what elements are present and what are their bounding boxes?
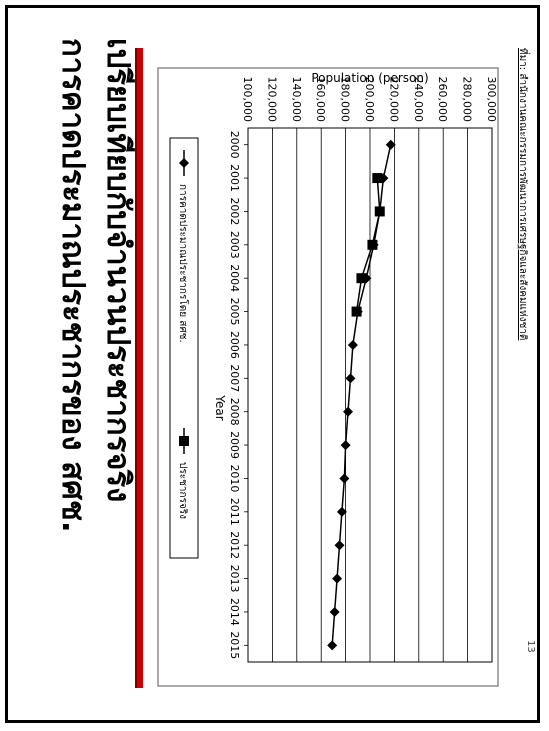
- legend-marker-square: [179, 436, 189, 446]
- y-tick-label: 260,000: [436, 77, 449, 123]
- data-point-square: [351, 306, 362, 317]
- y-tick-label: 220,000: [387, 77, 400, 123]
- x-tick-label: 2013: [228, 565, 241, 593]
- slide-frame: การคาดประมาณประชากรของ สศช. เปรียบเทียบก…: [5, 5, 540, 723]
- source-note: ที่มา: สำนักงานคณะกรรมการพัฒนาการเศรษฐกิ…: [517, 48, 531, 340]
- x-tick-label: 2004: [228, 264, 241, 292]
- data-point-diamond: [336, 506, 347, 517]
- x-tick-label: 2012: [228, 531, 241, 559]
- x-tick-label: 2010: [228, 464, 241, 492]
- x-tick-label: 2001: [228, 164, 241, 192]
- slide-title-line2: เปรียบเทียบกับจำนวนประชากรจริง: [100, 38, 136, 502]
- slide-title-line1: การคาดประมาณประชากรของ สศช.: [55, 38, 91, 533]
- y-axis-label: Population (person): [311, 71, 428, 85]
- y-tick-label: 160,000: [314, 77, 327, 123]
- data-point-diamond: [329, 606, 340, 617]
- data-point-square: [356, 273, 367, 284]
- legend-box: [169, 137, 199, 559]
- legend-label: การคาดประมาณประชากรโดย สศช.: [177, 184, 190, 343]
- legend-marker-diamond: [179, 158, 189, 168]
- y-tick-label: 280,000: [461, 77, 474, 123]
- y-tick-label: 120,000: [265, 77, 278, 123]
- x-tick-label: 2002: [228, 197, 241, 225]
- plot-area: 100,000 120,000 140,000 160,000 180,000 200,0…: [213, 71, 498, 663]
- accent-bar: [137, 48, 143, 688]
- y-tick-label: 200,000: [363, 77, 376, 123]
- data-point-diamond: [327, 640, 338, 651]
- x-tick-label: 2014: [228, 598, 241, 626]
- x-tick-label: 2000: [228, 131, 241, 159]
- accent-bar-dark: [135, 48, 137, 688]
- x-tick-label: 2011: [228, 498, 241, 526]
- x-axis-label: Year: [213, 394, 227, 420]
- x-tick-label: 2005: [228, 298, 241, 326]
- y-tick-label: 100,000: [241, 77, 254, 123]
- data-point-square: [367, 239, 378, 250]
- page-number: 13: [525, 640, 536, 653]
- x-tick-label: 2009: [228, 431, 241, 459]
- data-point-square: [374, 206, 385, 217]
- x-tick-label: 2003: [228, 231, 241, 259]
- data-point-square: [372, 173, 383, 184]
- x-tick-label: 2015: [228, 631, 241, 659]
- legend-label: ประชากรจริง: [177, 462, 188, 519]
- data-point-diamond: [340, 440, 351, 451]
- data-point-diamond: [332, 573, 343, 584]
- slide-canvas: การคาดประมาณประชากรของ สศช. เปรียบเทียบก…: [55, 38, 536, 688]
- data-point-diamond: [334, 540, 345, 551]
- x-tick-label: 2007: [228, 364, 241, 392]
- x-tick-label: 2006: [228, 331, 241, 359]
- data-point-diamond: [339, 473, 350, 484]
- y-tick-label: 240,000: [412, 77, 425, 123]
- y-tick-label: 180,000: [339, 77, 352, 123]
- x-tick-label: 2008: [228, 398, 241, 426]
- y-tick-label: 300,000: [485, 77, 498, 123]
- y-tick-label: 140,000: [290, 77, 303, 123]
- legend: การคาดประมาณประชากรโดย สศช. ประชากรจริง: [169, 137, 199, 559]
